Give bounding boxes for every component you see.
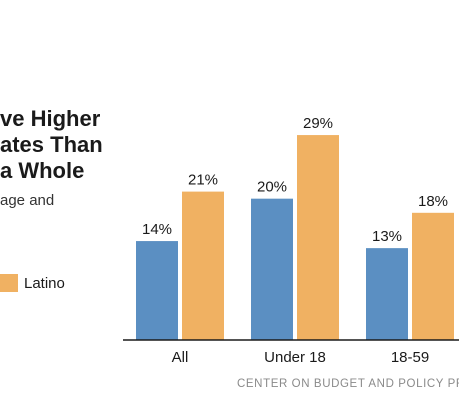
title-line-2: ates Than (0, 132, 103, 157)
bar-all-series-1 (136, 241, 178, 340)
legend-swatch-latino (0, 274, 18, 292)
chart-subtitle: age and (0, 192, 55, 209)
data-label-all-series-1: 14% (142, 221, 172, 238)
data-label-18-59-series-1: 13% (372, 228, 402, 245)
category-label-all: All (172, 349, 189, 366)
bar-under-18-series-2 (297, 135, 339, 340)
legend-label-latino: Latino (24, 274, 65, 292)
legend-item-latino: Latino (0, 272, 65, 294)
bar-all-series-2 (182, 191, 224, 340)
data-label-under-18-series-1: 20% (257, 179, 287, 196)
bar-18-59-series-1 (366, 248, 408, 340)
bar-under-18-series-1 (251, 198, 293, 340)
source-credit: CENTER ON BUDGET AND POLICY PR (237, 378, 459, 390)
title-line-3: a Whole (0, 158, 85, 183)
data-label-18-59-series-2: 18% (418, 193, 448, 210)
category-label-18-59: 18-59 (391, 349, 429, 366)
bar-18-59-series-2 (412, 212, 454, 340)
data-label-under-18-series-2: 29% (303, 115, 333, 132)
chart-title: ve Higher ates Than a Whole (0, 106, 140, 184)
category-label-under-18: Under 18 (264, 349, 326, 366)
data-label-all-series-2: 21% (188, 172, 218, 189)
title-line-1: ve Higher (0, 106, 101, 131)
